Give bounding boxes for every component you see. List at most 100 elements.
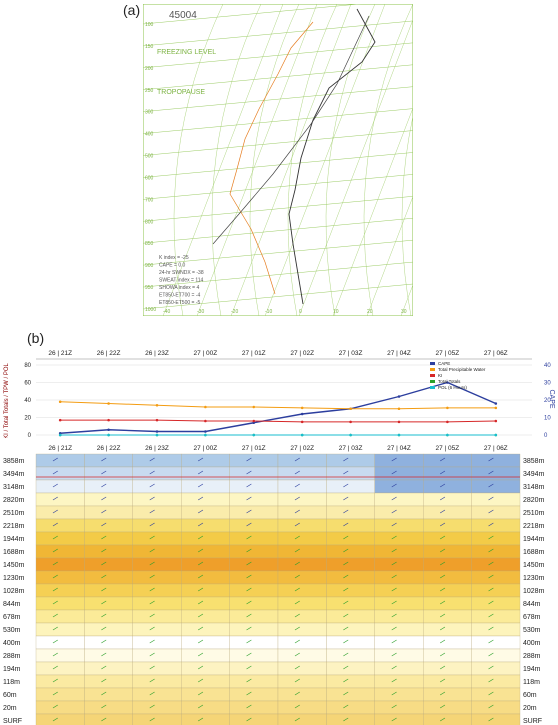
index-value: ET850-ET700 = -4 [159, 293, 200, 299]
wind-barb [52, 548, 58, 553]
wind-barb [246, 691, 252, 696]
table-cell [181, 518, 230, 533]
wind-barb [294, 496, 300, 501]
wind-barb [149, 678, 155, 683]
data-point [349, 407, 352, 411]
data-point [58, 400, 62, 404]
wind-barb [439, 457, 446, 462]
row-label-left: 3858m [3, 458, 25, 465]
wind-barb [391, 470, 397, 475]
wind-barb [391, 717, 397, 722]
table-cell [423, 609, 472, 624]
table-cell [423, 492, 472, 507]
row-label-left: 2218m [3, 523, 25, 530]
wind-barb [488, 548, 494, 553]
row-label-right: 60m [523, 692, 537, 699]
right-tick-label: 20 [544, 398, 551, 404]
table-cell [229, 531, 279, 546]
wind-barb [343, 613, 349, 618]
wind-barb [101, 561, 107, 566]
wind-barb [488, 613, 494, 618]
legend-swatch [430, 380, 435, 383]
table-cell [181, 622, 230, 637]
wind-barb [197, 626, 204, 631]
row-label-right: 1230m [523, 575, 545, 582]
table-cell [35, 505, 85, 520]
temperature-tick-label: 20 [367, 309, 373, 315]
isobar-line [143, 130, 413, 156]
wind-barb [294, 613, 300, 618]
wind-barb [391, 457, 397, 462]
wind-barb [246, 717, 252, 722]
row-label-right: 1944m [523, 536, 545, 543]
table-cell [229, 466, 279, 481]
wind-barb [149, 665, 155, 670]
table-cell [423, 583, 472, 598]
table-cell [326, 557, 375, 572]
table-cell [277, 674, 327, 689]
wind-barb [101, 665, 107, 670]
wind-barb [149, 639, 155, 644]
row-label-right: 400m [523, 640, 541, 647]
table-cell [326, 544, 375, 559]
wind-barb [391, 704, 397, 709]
data-point [349, 420, 352, 424]
wind-barb [101, 496, 107, 501]
wind-barb [52, 509, 58, 514]
table-cell [132, 609, 182, 624]
time-tick-label: 27 | 05Z [436, 350, 460, 357]
table-cell [277, 479, 327, 494]
data-point [155, 433, 159, 437]
isobar-line [143, 174, 413, 200]
row-label-left: 1450m [3, 562, 25, 569]
table-cell [277, 557, 327, 572]
legend-entry: Total Totals [438, 379, 461, 384]
parcel-path [212, 15, 370, 245]
table-cell [229, 544, 279, 559]
isotherm-line [332, 107, 413, 316]
data-point [300, 433, 304, 437]
wind-barb [488, 457, 494, 462]
wind-barb [439, 574, 446, 579]
table-cell [374, 622, 424, 637]
y2-axis-label: CAPE [548, 389, 555, 408]
table-cell [326, 661, 375, 676]
wind-barb [488, 483, 494, 488]
wind-barb [149, 600, 155, 605]
table-cell [277, 544, 327, 559]
table-cell [374, 700, 424, 715]
wind-barb [246, 470, 252, 475]
wind-barb [488, 496, 494, 501]
table-cell [471, 557, 521, 572]
table-cell [132, 713, 182, 725]
wind-barb [197, 678, 204, 683]
grid-labels: 26 | 21Z 26 | 22Z 26 | 23Z 27 | 00Z 27 | 01Z… [3, 445, 545, 725]
table-cell [229, 687, 279, 702]
data-point [204, 433, 207, 437]
wind-barb [149, 613, 155, 618]
wind-barb [343, 691, 349, 696]
table-cell [181, 583, 230, 598]
wind-barb [197, 535, 204, 540]
wind-barb [343, 548, 349, 553]
wind-barb [391, 691, 397, 696]
table-cell [181, 479, 230, 494]
table-cell [326, 531, 375, 546]
wind-barb [197, 665, 204, 670]
wind-barb [391, 639, 397, 644]
wind-barb [246, 548, 252, 553]
wind-barb [343, 639, 349, 644]
table-cell [374, 674, 424, 689]
table-cell [229, 674, 279, 689]
row-label-left: 20m [3, 705, 17, 712]
adiabat-line [211, 4, 262, 316]
wind-barb [343, 535, 349, 540]
wind-barb [439, 548, 446, 553]
table-cell [35, 609, 85, 624]
wind-barb [343, 600, 349, 605]
table-cell [277, 505, 327, 520]
column-header: 27 | 03Z [339, 445, 363, 452]
table-cell [326, 492, 375, 507]
pressure-tick-label: 500 [145, 154, 154, 160]
